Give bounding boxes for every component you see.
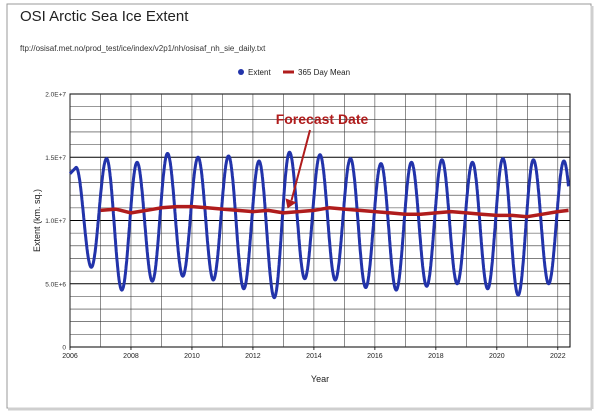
x-tick-label: 2010 (184, 353, 200, 360)
extent-line (68, 150, 570, 300)
annotation-arrow-shaft (290, 129, 311, 201)
x-tick-label: 2016 (367, 353, 383, 360)
annotation-label: Forecast Date (276, 111, 369, 127)
x-tick-label: 2022 (550, 353, 566, 360)
x-axis-title: Year (311, 374, 329, 384)
annotation-arrow-head (285, 198, 297, 209)
image-border (6, 3, 592, 409)
x-tick-label: 2018 (428, 353, 444, 360)
legend-label-mean: 365 Day Mean (298, 68, 350, 77)
y-tick-label: 5.0E+6 (45, 281, 66, 288)
legend-label-extent: Extent (248, 68, 271, 77)
y-tick-label: 1.0E+7 (45, 218, 66, 225)
x-tick-label: 2020 (489, 353, 505, 360)
chart-title: OSI Arctic Sea Ice Extent (20, 8, 189, 25)
x-tick-label: 2012 (245, 353, 261, 360)
x-tick-label: 2006 (62, 353, 78, 360)
x-tick-label: 2014 (306, 353, 322, 360)
plot-area (69, 93, 571, 348)
mean-line (100, 204, 569, 219)
y-axis-title: Extent (km. sq.) (32, 189, 42, 252)
legend-marker-extent (238, 69, 244, 75)
y-tick-label: 2.0E+7 (45, 92, 66, 99)
y-tick-label: 0 (62, 345, 66, 352)
legend: Extent 365 Day Mean (238, 68, 350, 77)
y-tick-label: 1.5E+7 (45, 155, 66, 162)
x-tick-label: 2008 (123, 353, 139, 360)
chart-subtitle: ftp://osisaf.met.no/prod_test/ice/index/… (20, 44, 266, 53)
gridlines (69, 93, 570, 348)
